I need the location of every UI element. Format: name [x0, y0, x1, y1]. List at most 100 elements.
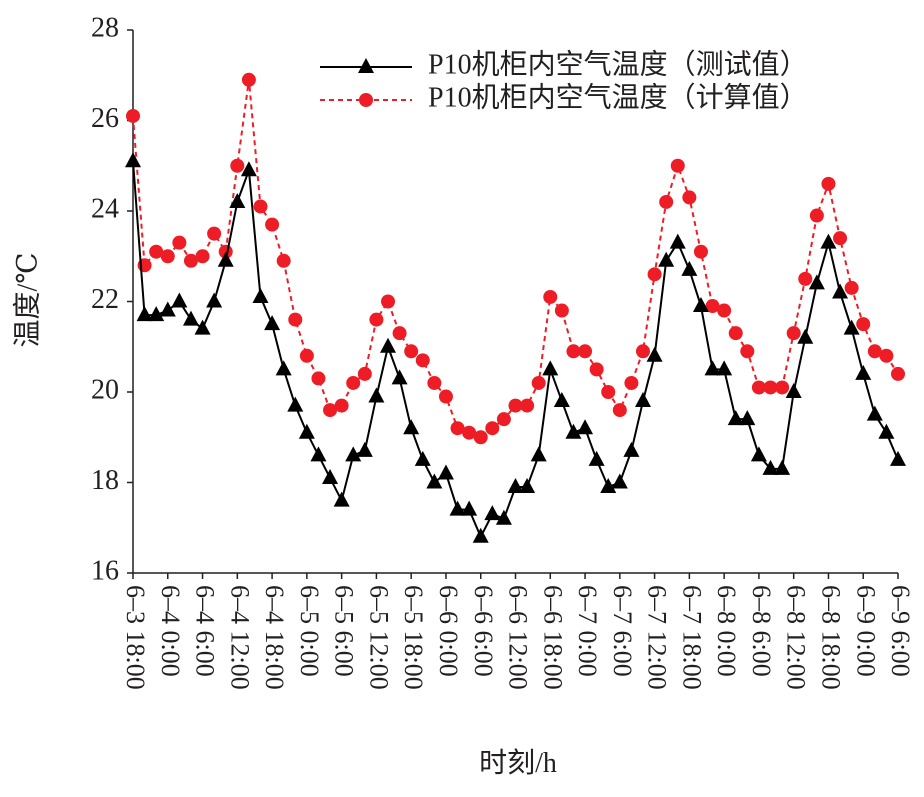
data-point	[519, 478, 536, 494]
data-point	[775, 380, 790, 395]
x-tick-label: 6–3 18:00	[121, 585, 150, 690]
data-point	[763, 380, 778, 395]
y-axis-label: 温度/℃	[11, 252, 43, 347]
data-point	[484, 505, 501, 521]
data-point	[635, 392, 651, 408]
data-point	[762, 459, 779, 475]
data-point	[171, 292, 188, 308]
data-point	[600, 478, 617, 494]
data-point	[682, 190, 697, 205]
data-point	[206, 292, 223, 308]
data-point	[554, 303, 569, 318]
data-point	[217, 251, 234, 267]
data-point	[833, 231, 848, 246]
data-point	[253, 199, 268, 214]
data-point	[183, 253, 198, 268]
data-point	[750, 446, 767, 462]
data-point	[681, 260, 698, 276]
data-point	[727, 410, 744, 426]
data-point	[414, 450, 431, 466]
data-point	[159, 301, 176, 317]
data-point	[612, 403, 627, 418]
y-tick-label: 22	[91, 284, 119, 315]
data-point	[415, 353, 430, 368]
data-point	[866, 405, 883, 421]
x-tick-label: 6–5 6:00	[330, 585, 359, 677]
data-point	[495, 509, 512, 525]
data-point	[126, 108, 140, 123]
data-point	[288, 312, 303, 327]
data-point	[832, 283, 849, 299]
data-point	[692, 297, 709, 313]
data-point	[207, 226, 222, 241]
data-point	[218, 244, 233, 259]
data-point	[194, 319, 211, 335]
data-point	[543, 289, 558, 304]
data-point	[346, 375, 361, 390]
y-tick-label: 26	[91, 103, 119, 134]
data-point	[310, 446, 327, 462]
data-point	[311, 371, 326, 386]
data-point	[357, 366, 372, 381]
data-point	[785, 383, 802, 398]
data-point	[578, 344, 593, 359]
data-point	[890, 450, 906, 466]
data-point	[276, 253, 291, 268]
data-point	[240, 161, 257, 177]
data-point	[404, 344, 419, 359]
data-point	[287, 396, 304, 412]
data-point	[345, 446, 362, 462]
x-tick-label: 6–7 18:00	[677, 585, 706, 690]
data-point	[461, 500, 478, 516]
data-point	[891, 366, 905, 381]
data-point	[623, 441, 640, 457]
data-point	[646, 346, 663, 362]
data-point	[472, 527, 489, 543]
data-point	[368, 387, 385, 403]
legend-marker	[358, 58, 374, 73]
data-point	[670, 158, 685, 173]
data-point	[182, 310, 199, 326]
data-point	[798, 271, 813, 286]
data-point	[669, 233, 686, 249]
data-point	[844, 280, 859, 295]
data-point	[507, 478, 524, 494]
x-tick-label: 6–5 12:00	[364, 585, 393, 690]
data-point	[450, 421, 465, 436]
data-point	[323, 403, 338, 418]
data-point	[739, 410, 756, 426]
data-point	[751, 380, 766, 395]
data-point	[797, 328, 814, 344]
data-point	[298, 423, 315, 439]
data-point	[601, 385, 616, 399]
data-point	[728, 326, 743, 341]
data-point	[717, 303, 732, 318]
x-tick-label: 6–5 18:00	[399, 585, 428, 690]
data-point	[566, 344, 581, 359]
data-point	[843, 319, 860, 335]
data-point	[716, 360, 733, 376]
data-point	[553, 392, 570, 408]
x-tick-label: 6–7 6:00	[608, 585, 637, 677]
data-point	[229, 192, 246, 208]
data-point	[636, 344, 650, 359]
data-point	[786, 326, 801, 341]
data-point	[403, 419, 420, 435]
y-tick-label: 24	[91, 193, 119, 224]
x-tick-label: 6–4 6:00	[191, 585, 220, 677]
legend-label: P10机柜内空气温度（计算值）	[428, 81, 808, 113]
data-point	[264, 315, 281, 331]
data-point	[496, 412, 511, 427]
data-point	[172, 235, 187, 250]
x-tick-label: 6–8 6:00	[747, 585, 776, 677]
x-tick-label: 6–7 12:00	[643, 585, 672, 690]
y-tick-label: 18	[91, 465, 119, 496]
data-point	[808, 274, 825, 290]
x-axis-label: 时刻/h	[479, 747, 557, 779]
data-point	[160, 249, 175, 264]
data-point	[369, 312, 384, 327]
x-tick-label: 6–6 6:00	[469, 585, 498, 677]
data-point	[624, 375, 639, 390]
data-point	[322, 468, 339, 484]
